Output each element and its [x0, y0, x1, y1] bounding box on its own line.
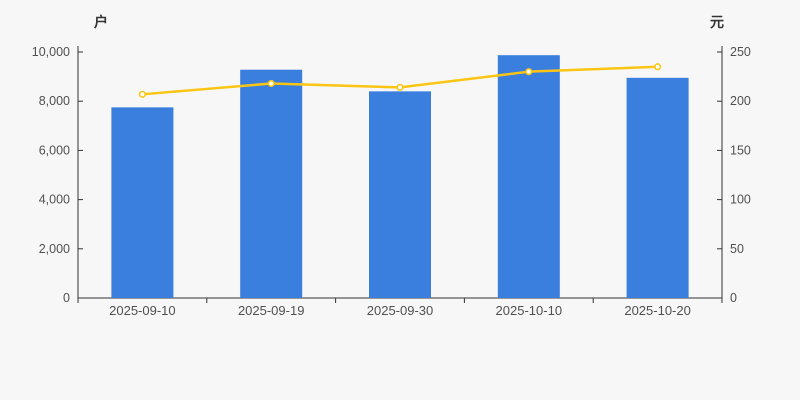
- left-axis-tick-label: 8,000: [39, 94, 70, 108]
- x-axis-category-label: 2025-09-19: [238, 303, 305, 318]
- bar: [626, 77, 689, 298]
- right-axis-tick-label: 250: [730, 45, 751, 59]
- left-axis-tick-label: 6,000: [39, 143, 70, 157]
- data-point-marker: [267, 79, 275, 88]
- x-axis-category-label: 2025-10-10: [496, 303, 563, 318]
- left-axis-tick-label: 10,000: [32, 45, 70, 59]
- bar: [111, 107, 174, 298]
- data-point-marker: [138, 90, 146, 98]
- right-axis-unit-label: 元: [710, 14, 724, 30]
- left-axis-unit-label: 户: [94, 14, 108, 30]
- data-point-marker: [525, 68, 533, 76]
- x-axis-category-label: 2025-09-10: [109, 303, 176, 318]
- data-point-marker: [653, 63, 662, 71]
- right-axis-tick-label: 150: [730, 143, 751, 157]
- right-axis-tick-label: 100: [730, 193, 751, 207]
- bar: [497, 55, 560, 299]
- right-axis-tick-label: 200: [730, 94, 751, 108]
- data-point-marker: [396, 83, 404, 92]
- left-axis-tick-label: 0: [63, 291, 70, 305]
- right-axis-tick-label: 0: [730, 291, 737, 305]
- bar: [369, 91, 431, 298]
- bar: [240, 69, 303, 298]
- x-axis-category-label: 2025-10-20: [624, 303, 691, 318]
- x-axis-category-label: 2025-09-30: [367, 303, 434, 318]
- right-axis-tick-label: 50: [730, 242, 744, 256]
- left-axis-tick-label: 2,000: [39, 242, 70, 256]
- left-axis-tick-label: 4,000: [39, 193, 70, 207]
